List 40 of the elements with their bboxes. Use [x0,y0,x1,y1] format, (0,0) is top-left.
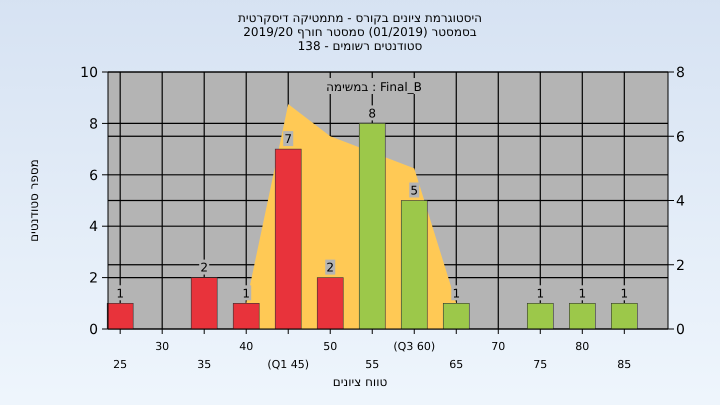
x-tick-label: 80 [575,340,590,353]
x-tick-label: 65 [449,358,464,371]
x-axis-title: טווח ציונים [332,375,388,389]
annotation: במשימה : Final_B [326,80,422,94]
data-label: 7 [284,132,292,146]
y2-tick-label: 8 [676,65,685,81]
x-tick-label: 35 [197,358,212,371]
data-label: 1 [116,286,124,300]
x-tick-label: (Q1 45) [267,358,310,371]
data-label: 1 [620,286,628,300]
y-tick-label: 8 [89,116,98,132]
y2-tick-label: 6 [676,129,685,146]
x-tick-label: 85 [617,358,632,371]
x-tick-label: 55 [365,358,380,371]
y-tick-label: 4 [89,219,98,236]
y-axis-title: מספר סטודנטים [27,159,41,242]
y-tick-label: 10 [80,65,98,81]
data-label: 2 [200,260,208,275]
y-tick-label: 0 [89,322,98,338]
data-label: 8 [368,106,376,120]
x-tick-label: 50 [323,340,338,353]
y2-tick-label: 0 [676,322,685,338]
chart-subtitle: בסמסטר (01/2019) סמסטר חורף 2019/20 סטודנטים רשומים - 138 [243,25,477,53]
data-label: 1 [578,286,586,300]
data-label: 1 [536,286,544,300]
x-tick-label: 75 [533,358,548,371]
y-tick-label: 2 [89,270,98,287]
x-tick-label: 40 [239,340,254,353]
x-tick-label: 30 [155,340,170,353]
data-label: 1 [242,286,250,300]
chart-title: היסטוגרמת ציונים בקורס - מתמטיקה דיסקרטית [238,11,482,25]
x-tick-label: (Q3 60) [393,340,436,353]
x-tick-label: 25 [113,358,128,371]
y-tick-label: 6 [89,168,98,184]
data-label: 2 [326,260,334,275]
data-label: 1 [452,286,460,300]
data-label: 5 [410,184,418,198]
y2-tick-label: 2 [676,258,685,274]
x-tick-label: 70 [491,340,506,353]
y2-tick-label: 4 [676,194,685,210]
